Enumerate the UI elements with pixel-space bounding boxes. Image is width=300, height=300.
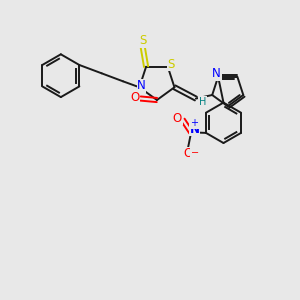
Text: H: H [199, 97, 206, 106]
Text: O: O [183, 147, 192, 160]
Text: −: − [190, 148, 199, 158]
Text: O: O [130, 91, 140, 103]
Text: S: S [139, 34, 146, 47]
Text: +: + [190, 118, 198, 128]
Text: N: N [190, 123, 200, 136]
Text: N: N [212, 67, 221, 80]
Text: S: S [168, 58, 175, 71]
Text: N: N [137, 79, 146, 92]
Text: O: O [173, 112, 182, 125]
